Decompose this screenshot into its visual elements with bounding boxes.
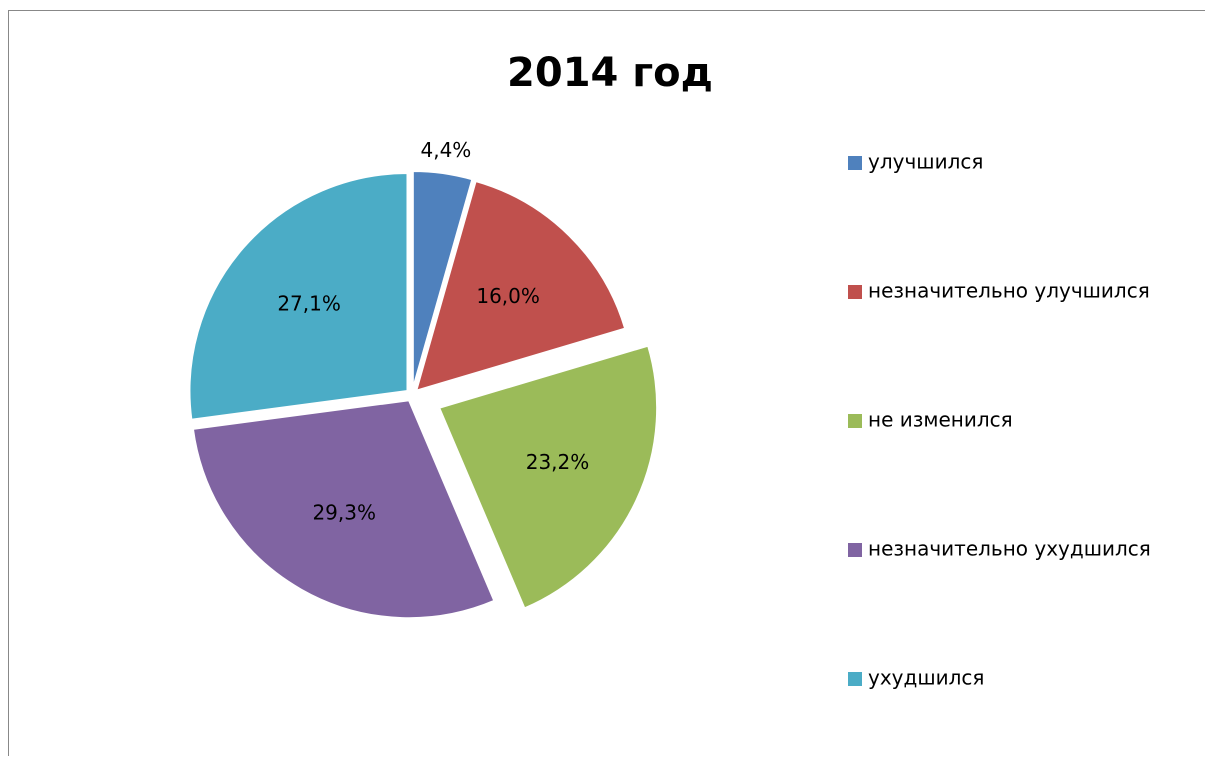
data-label: 16,0% bbox=[476, 284, 540, 308]
legend-label: незначительно улучшился bbox=[868, 279, 1150, 303]
legend-swatch bbox=[848, 672, 862, 686]
data-label: 27,1% bbox=[277, 291, 341, 315]
legend-swatch bbox=[848, 285, 862, 299]
legend-label: не изменился bbox=[868, 408, 1013, 432]
legend-swatch bbox=[848, 543, 862, 557]
legend-swatch bbox=[848, 156, 862, 170]
legend-label: ухудшился bbox=[868, 666, 984, 690]
legend-label: незначительно ухудшился bbox=[868, 537, 1151, 561]
data-label: 23,2% bbox=[526, 450, 590, 474]
data-label: 29,3% bbox=[312, 500, 376, 524]
legend-label: улучшился bbox=[868, 150, 983, 174]
data-label: 4,4% bbox=[420, 138, 471, 162]
chart-title: 2014 год bbox=[507, 50, 713, 96]
legend-swatch bbox=[848, 414, 862, 428]
